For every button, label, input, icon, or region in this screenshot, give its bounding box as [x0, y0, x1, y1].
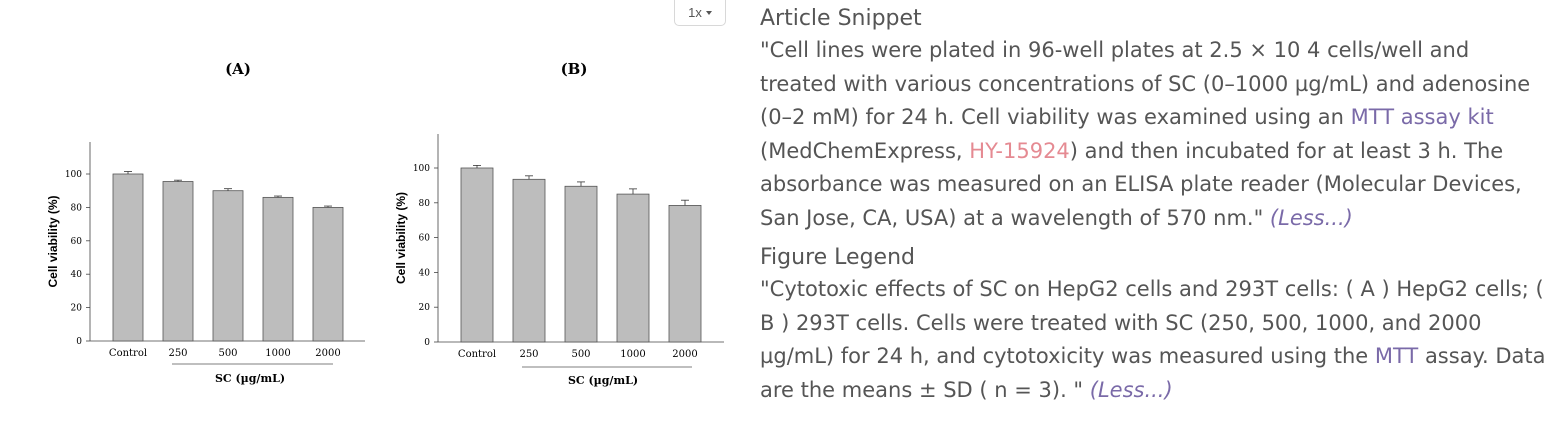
snippet-text-part: "Cell lines were plated in 96-well plate…	[760, 38, 1531, 129]
y-tick-label: 40	[419, 268, 431, 278]
x-tick-label: 2000	[315, 348, 340, 359]
y-tick-label: 80	[419, 199, 431, 209]
figure-svg: (A) 0 20 40 60 80 100 Cell viability (%) Control…	[46, 60, 724, 387]
bar	[460, 167, 494, 343]
bar	[112, 173, 144, 342]
y-tick-label: 0	[76, 337, 82, 347]
snippet-heading: Article Snippet	[760, 6, 922, 31]
legend-less-link[interactable]: (Less...)	[1089, 377, 1173, 402]
bar	[262, 196, 294, 342]
y-tick-label: 100	[65, 170, 82, 180]
x-tick-label: Control	[458, 349, 496, 360]
y-tick-label: 80	[71, 203, 83, 213]
mtt-assay-kit-link[interactable]: MTT assay kit	[1350, 105, 1494, 129]
chart-b: (B) 0 20 40 60 80 100 Cell viability (%) Control…	[394, 60, 724, 387]
zoom-dropdown-button[interactable]: 1x	[674, 0, 726, 26]
bar	[512, 178, 546, 343]
bar	[162, 181, 194, 342]
bar	[312, 206, 344, 342]
panel-label: (A)	[225, 60, 251, 78]
bar	[212, 190, 244, 342]
x-tick-label: 250	[168, 348, 187, 359]
snippet-text-part: (	[760, 138, 769, 163]
x-tick-label: 500	[571, 349, 590, 360]
zoom-label: 1x	[688, 5, 702, 20]
x-tick-label: 500	[218, 348, 237, 359]
mtt-link[interactable]: MTT	[1374, 344, 1419, 368]
catalog-number-link[interactable]: HY-15924	[969, 138, 1070, 163]
legend-heading: Figure Legend	[760, 245, 915, 270]
x-axis-label: SC (µg/mL)	[215, 372, 285, 385]
company-link[interactable]: MedChemExpress	[768, 138, 956, 163]
x-tick-label: 2000	[672, 349, 697, 360]
x-tick-label: Control	[109, 348, 147, 359]
panel-label: (B)	[561, 60, 588, 78]
bar	[564, 185, 598, 343]
x-axis-label: SC (µg/mL)	[568, 374, 638, 387]
chart-a: (A) 0 20 40 60 80 100 Cell viability (%) Control…	[46, 60, 365, 385]
y-tick-label: 60	[71, 237, 83, 247]
y-axis-label: Cell viability (%)	[394, 192, 408, 284]
x-tick-label: 1000	[265, 348, 290, 359]
snippet-text-part: ,	[955, 138, 970, 163]
y-tick-label: 20	[71, 304, 83, 314]
legend-text-part: "Cytotoxic effects of SC on HepG2 cells …	[760, 277, 1544, 368]
x-tick-label: 250	[519, 349, 538, 360]
legend-text: "Cytotoxic effects of SC on HepG2 cells …	[760, 273, 1550, 407]
legend-text-part: assay. Data are the means ± SD ( n = 3).…	[760, 344, 1546, 402]
x-tick-label: 1000	[620, 349, 645, 360]
bar	[616, 193, 650, 343]
snippet-less-link[interactable]: (Less...)	[1269, 205, 1353, 230]
y-tick-label: 100	[413, 164, 430, 174]
y-axis-label: Cell viability (%)	[46, 195, 60, 287]
y-tick-label: 60	[419, 234, 431, 244]
y-tick-label: 40	[71, 270, 83, 280]
snippet-text: "Cell lines were plated in 96-well plate…	[760, 34, 1550, 235]
snippet-text-part: ) and then incubated for at least 3 h. T…	[760, 138, 1522, 230]
bar	[668, 205, 702, 343]
y-tick-label: 0	[424, 338, 430, 348]
caret-down-icon	[705, 10, 712, 15]
side-panel: Article Snippet "Cell lines were plated …	[760, 4, 1550, 407]
figure-panel: (A) 0 20 40 60 80 100 Cell viability (%) Control…	[0, 0, 745, 441]
y-tick-label: 20	[419, 303, 431, 313]
